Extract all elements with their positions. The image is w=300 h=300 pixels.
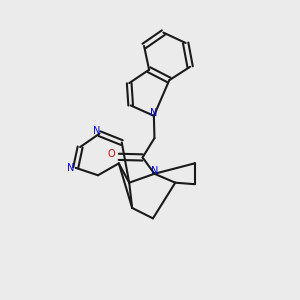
Text: N: N [152,166,159,176]
Text: N: N [67,163,74,173]
Text: N: N [93,126,100,136]
Text: N: N [150,108,158,118]
Text: O: O [107,149,115,160]
